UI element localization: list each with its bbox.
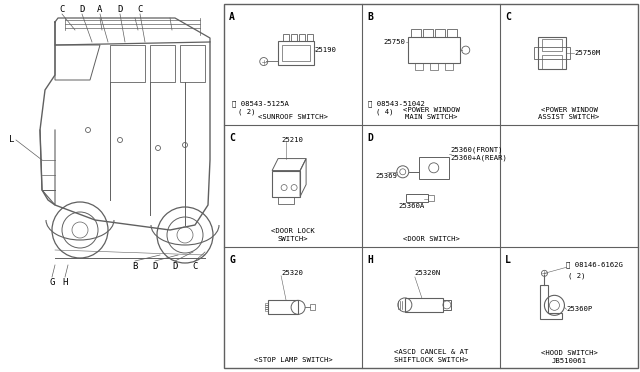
Text: <SUNROOF SWITCH>: <SUNROOF SWITCH> [258,114,328,120]
Bar [445,63,452,70]
Text: <HOOD SWITCH>: <HOOD SWITCH> [541,350,597,356]
Text: ( 4): ( 4) [376,108,394,115]
Bar [419,157,449,179]
Bar [310,304,315,310]
Bar [543,55,563,68]
Text: D: D [152,262,157,271]
Text: B: B [367,12,373,22]
Text: H: H [367,255,373,264]
Text: L: L [505,255,511,264]
Text: C: C [505,12,511,22]
Text: D: D [172,262,178,271]
Bar [265,307,268,310]
Bar [265,303,268,305]
Text: 25750: 25750 [384,39,406,45]
Text: <ASCD CANCEL & AT
SHIFTLOCK SWITCH>: <ASCD CANCEL & AT SHIFTLOCK SWITCH> [394,350,468,363]
Bar [268,300,298,314]
Text: D: D [367,133,373,143]
Text: JB510061: JB510061 [552,358,586,364]
Bar [447,29,457,37]
Text: Ⓢ 08543-51042: Ⓢ 08543-51042 [368,100,425,107]
Bar [415,63,423,70]
Text: 25210: 25210 [281,137,303,143]
Text: 25360A: 25360A [399,203,425,209]
Text: <POWER WINDOW
MAIN SWITCH>: <POWER WINDOW MAIN SWITCH> [403,107,460,120]
Bar [543,39,563,51]
Bar [430,63,438,70]
Text: ( 2): ( 2) [238,108,255,115]
Text: H: H [62,278,68,287]
Text: 25750M: 25750M [575,49,601,55]
Bar [408,37,460,63]
Bar [435,29,445,37]
Bar [278,41,314,64]
Bar [265,305,268,307]
Bar [538,36,566,68]
Text: 25369: 25369 [376,173,397,179]
Bar [224,4,638,368]
Text: C: C [229,133,235,143]
Text: 25190: 25190 [315,46,337,52]
Bar [272,171,300,196]
Text: A: A [97,5,102,14]
Text: B: B [132,262,138,271]
Bar [411,29,420,37]
Bar [291,33,297,41]
Bar [282,45,310,61]
Bar [405,298,443,312]
Text: 25360+A(REAR): 25360+A(REAR) [451,154,508,161]
Text: C: C [138,5,143,14]
Bar [428,195,435,201]
Bar [278,196,294,203]
Bar [299,33,305,41]
Text: G: G [49,278,54,287]
Text: C: C [60,5,65,14]
Text: D: D [79,5,84,14]
Text: D: D [117,5,123,14]
Text: L: L [10,135,15,144]
Bar [265,310,268,311]
Text: A: A [229,12,235,22]
Text: ( 2): ( 2) [568,273,586,279]
Bar [423,29,433,37]
Text: 25320N: 25320N [415,270,441,276]
Bar [283,33,289,41]
Text: <DOOR SWITCH>: <DOOR SWITCH> [403,236,460,242]
Text: G: G [229,255,235,264]
Text: C: C [192,262,198,271]
Text: <POWER WINDOW
ASSIST SWITCH>: <POWER WINDOW ASSIST SWITCH> [538,107,600,120]
Text: 25360(FRONT): 25360(FRONT) [451,147,503,153]
Bar [406,194,428,202]
Bar [534,46,570,58]
Text: <STOP LAMP SWITCH>: <STOP LAMP SWITCH> [253,357,332,363]
Text: Ⓢ 08543-5125A: Ⓢ 08543-5125A [232,100,289,107]
Bar [307,33,313,41]
Text: 25360P: 25360P [566,306,593,312]
Text: <DOOR LOCK
SWITCH>: <DOOR LOCK SWITCH> [271,228,315,242]
Text: 25320: 25320 [281,270,303,276]
Text: Ⓑ 08146-6162G: Ⓑ 08146-6162G [566,262,623,268]
Bar [443,300,451,310]
